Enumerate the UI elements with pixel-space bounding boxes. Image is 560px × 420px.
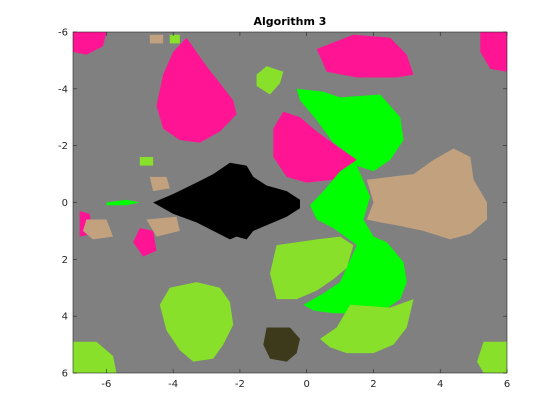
region-magenta-1 [273,111,357,183]
region-lime-12 [73,341,117,373]
region-tan-20 [149,176,170,192]
region-lime-14 [256,66,284,95]
regions-layer [73,32,507,373]
x-tick-label: 2 [370,379,376,390]
plot-area [72,31,508,374]
x-tick-label: 4 [437,379,443,390]
region-dark_olive-23 [263,327,300,362]
y-tick-label: -2 [58,141,68,152]
y-tick-label: -6 [58,28,68,39]
x-tick-label: -4 [168,379,178,390]
region-bright_green-7 [296,88,407,314]
x-tick-label: -6 [101,379,111,390]
region-lime-11 [320,299,414,354]
x-axis: -6 -4 -2 0 2 4 6 [101,32,510,390]
y-tick-label: -4 [58,84,68,95]
x-tick-label: 0 [304,379,310,390]
region-tan-21 [149,34,164,44]
region-magenta-5 [133,228,157,257]
region-magenta-2 [316,34,414,78]
y-tick-label: 0 [62,198,68,209]
region-tan-17 [366,148,487,240]
region-black-22 [153,162,300,240]
region-magenta-0 [156,37,237,143]
x-tick-label: 6 [504,379,510,390]
region-tan-19 [146,216,180,237]
y-tick-label: 6 [62,369,68,380]
region-magenta-3 [480,32,507,72]
region-lime-10 [159,282,234,362]
y-tick-label: 2 [62,255,68,266]
region-lime-9 [270,236,354,300]
y-axis: -6 -4 -2 0 2 4 6 [58,28,507,380]
region-lime-15 [139,157,154,166]
chart-title: Algorithm 3 [254,15,327,28]
region-bright_green-8 [106,199,140,206]
region-lime-13 [477,341,507,373]
region-magenta-4 [73,32,107,55]
x-tick-label: -2 [235,379,245,390]
region-tan-18 [83,219,114,240]
y-tick-label: 4 [62,312,68,323]
region-lime-16 [169,34,180,44]
